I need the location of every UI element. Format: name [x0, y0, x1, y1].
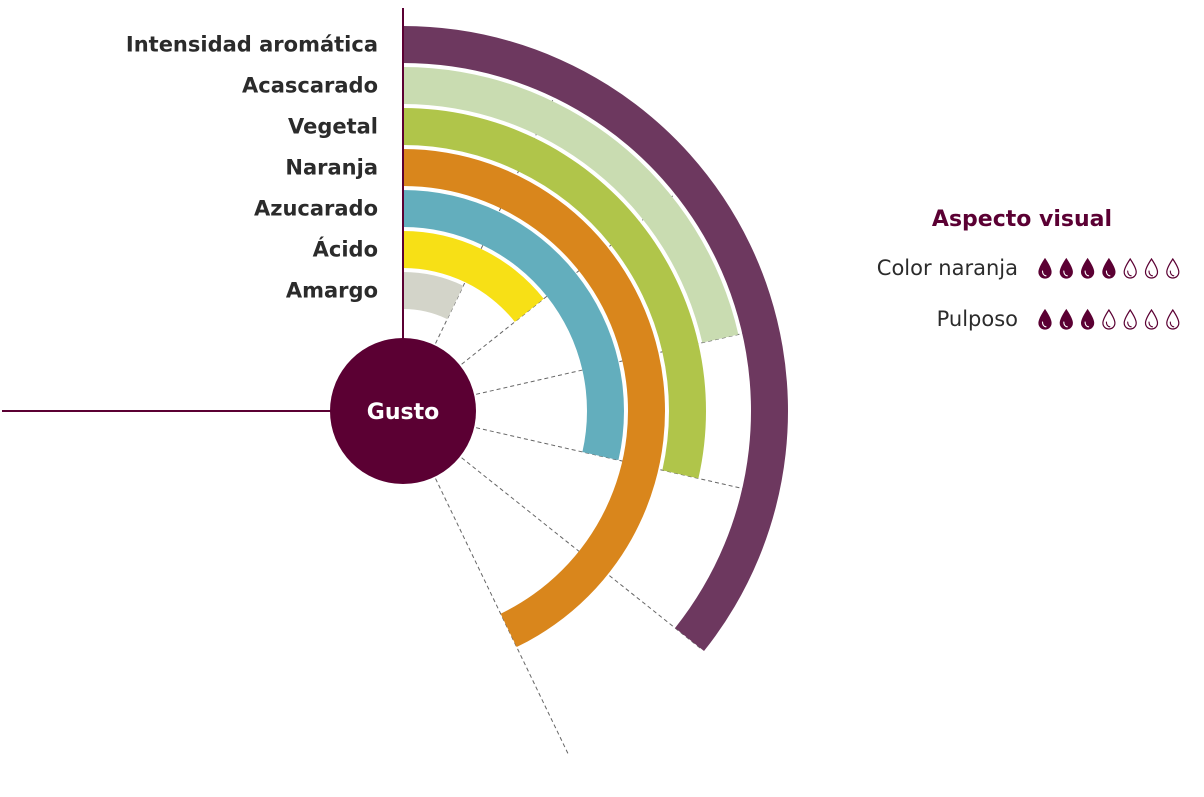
drop-empty-icon: [1123, 308, 1137, 330]
drop-filled-icon: [1059, 257, 1073, 279]
drop-filled-icon: [1038, 308, 1052, 330]
drop-empty-icon: [1144, 257, 1159, 279]
center-label: Gusto: [367, 400, 439, 425]
legend-label-1: Color naranja: [877, 256, 1018, 280]
drop-empty-icon: [1123, 257, 1137, 279]
bar-3: [403, 108, 706, 479]
drop-empty-icon: [1102, 308, 1116, 330]
bar-2: [403, 67, 739, 343]
drop-filled-icon: [1059, 308, 1073, 330]
guide-line-3: [476, 325, 774, 395]
radial-bars: [403, 26, 788, 652]
drop-empty-icon: [1166, 308, 1180, 330]
category-label-1: Intensidad aromática: [126, 33, 378, 57]
category-label-4: Naranja: [285, 156, 378, 180]
category-label-3: Vegetal: [288, 115, 378, 139]
bar-1: [403, 26, 788, 652]
category-label-2: Acascarado: [242, 74, 378, 98]
category-label-7: Amargo: [286, 279, 378, 303]
guide-line-6: [435, 478, 569, 754]
legend-title: Aspecto visual: [932, 207, 1112, 232]
legend-label-2: Pulposo: [937, 307, 1018, 331]
bar-5: [403, 190, 624, 461]
category-label-6: Ácido: [313, 237, 378, 262]
drop-filled-icon: [1080, 308, 1095, 330]
drop-filled-icon: [1038, 257, 1052, 279]
bar-6: [403, 231, 544, 322]
category-labels: Intensidad aromática Acascarado Vegetal Nar…: [126, 33, 378, 303]
bar-4: [403, 149, 665, 648]
drop-filled-icon: [1080, 257, 1095, 279]
drop-filled-icon: [1102, 257, 1116, 279]
guide-line-4: [476, 427, 774, 497]
aspecto-visual-legend: Aspecto visual Color naranja Pulposo: [877, 207, 1180, 331]
legend-rows: Color naranja Pulposo: [877, 256, 1180, 331]
drop-empty-icon: [1144, 308, 1159, 330]
center-circle: [330, 338, 476, 484]
drop-empty-icon: [1166, 257, 1180, 279]
guide-line-5: [461, 457, 701, 649]
bar-7: [403, 272, 464, 320]
category-label-5: Azucarado: [254, 197, 378, 221]
